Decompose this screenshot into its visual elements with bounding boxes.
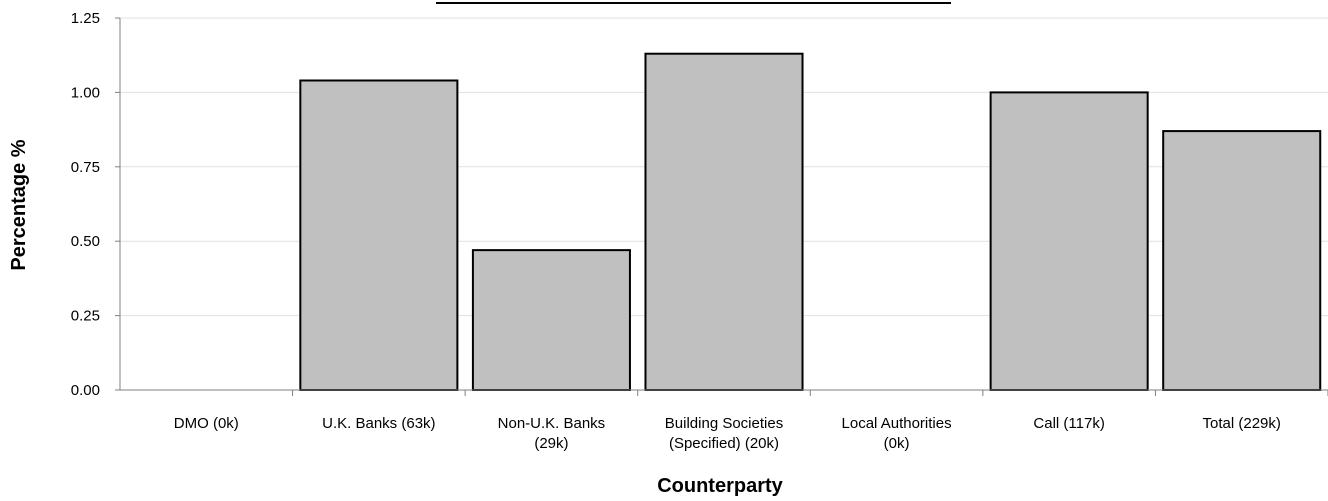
x-tick-label-line: DMO (0k) [174,415,239,432]
bars [299,52,1322,392]
y-tick-label: 1.25 [71,10,100,27]
bar [1162,130,1322,391]
x-tick-label: Call (117k) [1033,415,1104,432]
x-tick-label-line: U.K. Banks (63k) [322,415,435,432]
x-tick-label-line: Total (229k) [1203,415,1281,432]
x-tick-label: Building Societies (Specified) (20k) [665,415,783,452]
y-tick-label: 0.00 [71,382,100,399]
bar [299,79,459,391]
y-tick-label: 0.75 [71,159,100,176]
x-tick-label: Local Authorities (0k) [842,415,952,452]
y-axis-title: Percentage % [8,139,30,270]
x-tick-label-line: (Specified) (20k) [669,435,779,452]
x-tick-label: Non-U.K. Banks (29k) [498,415,606,452]
y-tick-label: 0.50 [71,233,100,250]
y-tick-label: 0.25 [71,308,100,325]
bar [644,52,804,391]
x-tick-label-line: Local Authorities [842,415,952,432]
x-tick-label: DMO (0k) [174,415,239,432]
x-tick-label-line: Non-U.K. Banks [498,415,606,432]
axes [115,17,1328,396]
x-tick-label: U.K. Banks (63k) [322,415,435,432]
y-tick-labels: 0.00 0.25 0.50 0.75 1.00 1.25 [71,10,100,399]
x-tick-label: Total (229k) [1203,415,1281,432]
y-tick-label: 1.00 [71,84,100,101]
x-tick-labels: DMO (0k) U.K. Banks (63k) Non-U.K. Banks (2… [174,415,1281,452]
x-tick-label-line: Call (117k) [1033,415,1104,432]
x-tick-label-line: (0k) [884,435,910,452]
bar [989,91,1149,392]
x-tick-label-line: Building Societies [665,415,783,432]
x-tick-label-line: (29k) [534,435,568,452]
x-axis-title: Counterparty [657,475,783,497]
bar [471,249,631,391]
